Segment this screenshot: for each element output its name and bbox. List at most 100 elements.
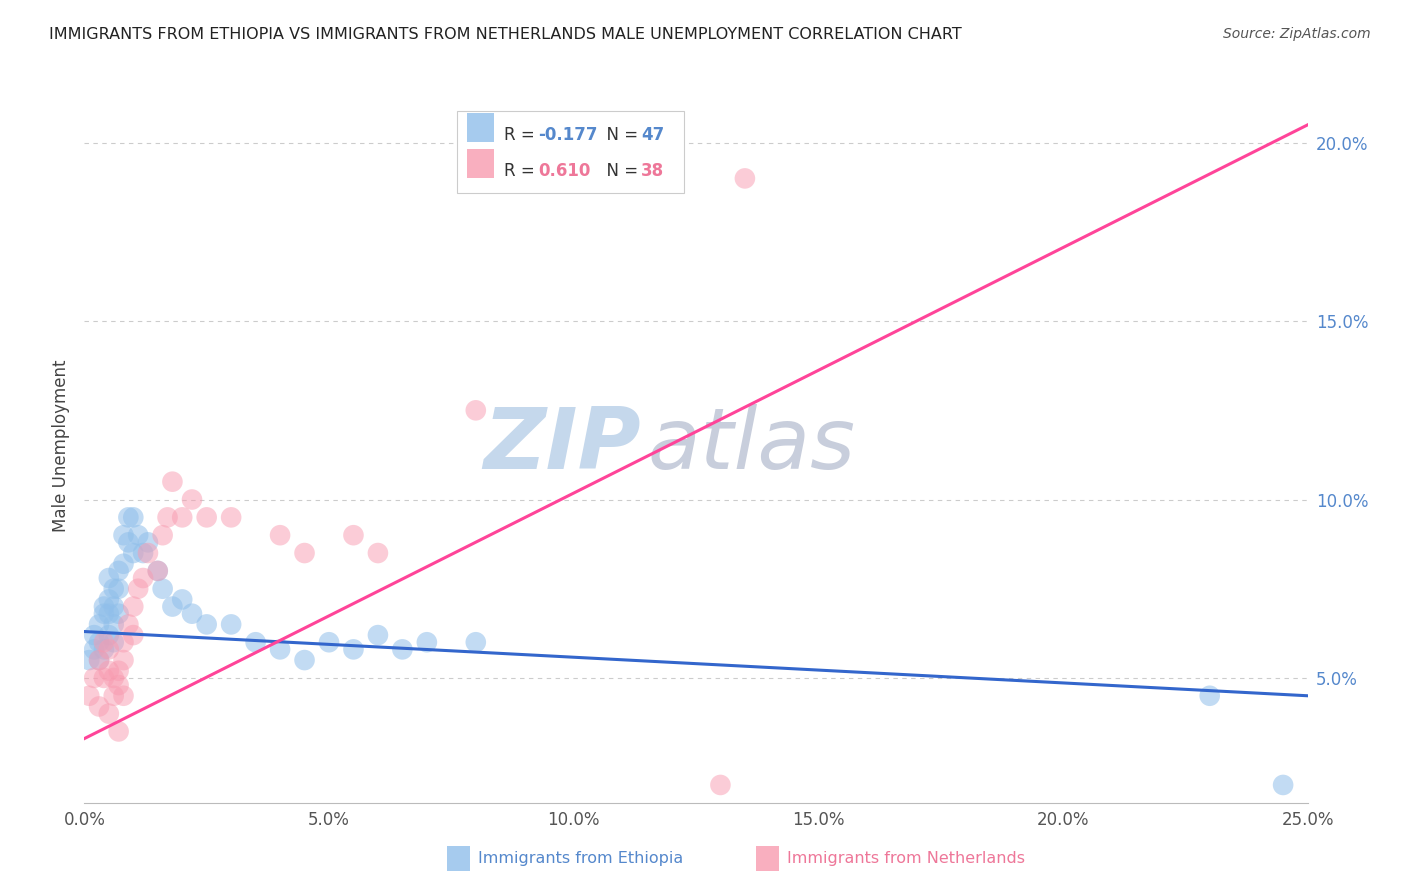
Point [103,599,125,614]
Point [734,171,756,186]
Point [77,653,100,667]
Point [103,635,125,649]
Point [136,535,159,549]
Text: Immigrants from Netherlands: Immigrants from Netherlands [787,851,1025,865]
Point [97,664,120,678]
Point [181,492,204,507]
Point [181,607,204,621]
Point [146,564,169,578]
Text: 0.610: 0.610 [538,162,591,180]
Point [97,706,120,721]
Point [93,607,115,621]
Text: Source: ZipAtlas.com: Source: ZipAtlas.com [1223,27,1371,41]
Point [464,635,486,649]
Point [93,671,115,685]
Point [97,607,120,621]
Point [269,642,291,657]
Point [97,642,120,657]
Point [1272,778,1295,792]
Point [127,528,149,542]
Point [83,671,105,685]
Point [87,617,110,632]
Text: atlas: atlas [647,404,855,488]
Point [83,642,105,657]
Point [107,678,129,692]
Point [112,689,135,703]
Point [103,582,125,596]
Point [132,571,155,585]
Point [172,510,194,524]
Text: 38: 38 [641,162,664,180]
Point [294,546,316,560]
Point [107,564,129,578]
Point [87,635,110,649]
Point [83,628,105,642]
Point [416,635,439,649]
Text: 47: 47 [641,127,664,145]
Text: R =: R = [503,162,546,180]
Point [77,689,100,703]
Point [219,510,242,524]
Point [117,535,139,549]
Point [464,403,486,417]
Point [112,653,135,667]
Point [318,635,340,649]
Point [112,635,135,649]
Point [122,628,145,642]
Y-axis label: Male Unemployment: Male Unemployment [52,359,70,533]
Text: IMMIGRANTS FROM ETHIOPIA VS IMMIGRANTS FROM NETHERLANDS MALE UNEMPLOYMENT CORREL: IMMIGRANTS FROM ETHIOPIA VS IMMIGRANTS F… [49,27,962,42]
Point [172,592,194,607]
Text: ZIP: ZIP [484,404,641,488]
Point [107,607,129,621]
Text: N =: N = [596,162,643,180]
Point [294,653,316,667]
Point [97,592,120,607]
Point [152,582,174,596]
Point [103,617,125,632]
FancyBboxPatch shape [467,149,494,178]
Point [156,510,179,524]
Point [93,599,115,614]
Point [342,642,364,657]
Point [97,628,120,642]
Point [103,671,125,685]
Text: N =: N = [596,127,643,145]
Point [107,724,129,739]
Point [146,564,169,578]
Point [112,557,135,571]
Point [269,528,291,542]
Point [367,628,389,642]
Point [195,617,218,632]
Point [107,664,129,678]
Point [709,778,731,792]
Text: Immigrants from Ethiopia: Immigrants from Ethiopia [478,851,683,865]
Point [367,546,389,560]
Point [87,653,110,667]
Point [87,699,110,714]
Point [219,617,242,632]
Point [127,582,149,596]
Point [122,510,145,524]
Point [117,617,139,632]
Point [97,571,120,585]
Point [391,642,413,657]
Point [117,510,139,524]
Point [136,546,159,560]
Point [162,599,184,614]
Point [93,635,115,649]
Point [107,582,129,596]
Point [342,528,364,542]
Point [122,599,145,614]
Point [1198,689,1220,703]
FancyBboxPatch shape [467,113,494,142]
Point [93,642,115,657]
Point [103,689,125,703]
Point [245,635,267,649]
Text: -0.177: -0.177 [538,127,598,145]
Point [152,528,174,542]
Point [87,653,110,667]
Point [162,475,184,489]
Point [132,546,155,560]
FancyBboxPatch shape [457,111,683,193]
Point [122,546,145,560]
